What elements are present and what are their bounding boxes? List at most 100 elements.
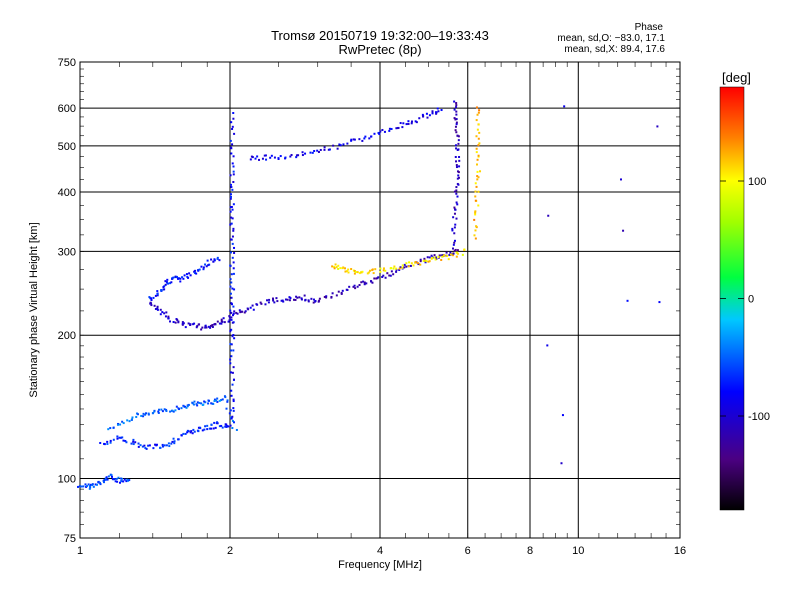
data-point bbox=[174, 275, 177, 278]
data-point bbox=[416, 262, 419, 265]
data-point bbox=[92, 485, 95, 488]
data-point bbox=[252, 308, 255, 311]
data-point bbox=[187, 322, 190, 325]
data-point bbox=[296, 296, 299, 299]
data-point bbox=[147, 444, 150, 447]
data-point bbox=[156, 290, 159, 293]
data-point bbox=[333, 265, 336, 268]
data-point bbox=[206, 424, 209, 427]
data-point bbox=[109, 439, 112, 442]
data-point bbox=[301, 151, 304, 154]
data-point bbox=[173, 440, 176, 443]
data-point bbox=[273, 301, 276, 304]
data-point bbox=[344, 267, 347, 270]
y-tick-label: 100 bbox=[58, 474, 76, 486]
data-point bbox=[286, 298, 289, 301]
data-point bbox=[410, 122, 413, 125]
data-point bbox=[192, 403, 195, 406]
data-point bbox=[368, 137, 371, 140]
x-tick-label: 8 bbox=[527, 545, 533, 557]
data-point bbox=[231, 383, 234, 386]
data-point bbox=[204, 263, 207, 266]
data-point bbox=[373, 132, 376, 135]
data-point bbox=[236, 312, 239, 315]
data-point bbox=[125, 480, 128, 483]
data-point bbox=[335, 294, 338, 297]
data-point bbox=[193, 322, 196, 325]
data-point bbox=[164, 315, 167, 318]
data-point bbox=[152, 412, 155, 415]
data-point bbox=[99, 441, 102, 444]
data-point bbox=[289, 155, 292, 158]
data-point bbox=[168, 445, 171, 448]
data-point bbox=[200, 265, 203, 268]
data-point bbox=[399, 266, 402, 269]
data-point bbox=[82, 485, 85, 488]
data-point bbox=[382, 274, 385, 277]
data-point bbox=[177, 277, 180, 280]
data-point bbox=[475, 185, 478, 188]
data-point bbox=[370, 135, 373, 138]
data-point bbox=[211, 402, 214, 405]
data-point bbox=[345, 288, 348, 291]
data-point bbox=[361, 270, 364, 273]
data-point bbox=[105, 476, 108, 479]
data-point bbox=[211, 326, 214, 329]
data-point bbox=[358, 272, 361, 275]
data-point bbox=[161, 410, 164, 413]
data-point bbox=[455, 255, 458, 258]
data-point bbox=[202, 266, 205, 269]
data-point bbox=[456, 252, 459, 255]
colorbar-tick-label: 100 bbox=[748, 176, 766, 188]
data-point bbox=[455, 166, 458, 169]
data-point bbox=[229, 193, 232, 196]
data-point bbox=[455, 104, 458, 107]
y-tick-label: 600 bbox=[58, 103, 76, 115]
data-point bbox=[183, 274, 186, 277]
data-point bbox=[232, 170, 235, 173]
data-point bbox=[412, 264, 415, 267]
data-point bbox=[232, 180, 235, 183]
data-point bbox=[216, 320, 219, 323]
x-axis-label: Frequency [MHz] bbox=[338, 559, 422, 571]
data-point bbox=[405, 123, 408, 126]
data-point bbox=[132, 440, 135, 443]
data-point bbox=[475, 151, 478, 154]
data-point bbox=[284, 298, 287, 301]
data-point bbox=[230, 316, 233, 319]
data-point bbox=[475, 106, 478, 109]
data-point bbox=[455, 147, 458, 150]
data-point bbox=[452, 243, 455, 246]
data-point bbox=[201, 326, 204, 329]
data-point bbox=[230, 186, 233, 189]
data-point bbox=[216, 256, 219, 259]
data-point bbox=[232, 229, 235, 232]
data-point bbox=[456, 177, 459, 180]
phase-stats-o: mean, sd,O: −83.0, 17.1 bbox=[557, 33, 665, 44]
data-point bbox=[428, 260, 431, 263]
data-point bbox=[221, 398, 224, 401]
data-point bbox=[232, 267, 235, 270]
data-point bbox=[373, 277, 376, 280]
colorbar-label: [deg] bbox=[722, 70, 751, 85]
data-point bbox=[232, 261, 235, 264]
data-point bbox=[292, 298, 295, 301]
data-point bbox=[233, 337, 236, 340]
data-point bbox=[230, 355, 233, 358]
data-point bbox=[182, 322, 185, 325]
data-point bbox=[196, 325, 199, 328]
data-point bbox=[186, 275, 189, 278]
data-point bbox=[166, 278, 169, 281]
data-point bbox=[84, 483, 87, 486]
x-tick-labels: 1 2 4 6 8 10 16 bbox=[77, 545, 686, 557]
plot-frame bbox=[79, 61, 681, 539]
data-point bbox=[336, 147, 339, 150]
y-tick-label: 200 bbox=[58, 330, 76, 342]
data-point bbox=[477, 176, 480, 179]
data-point bbox=[474, 199, 477, 202]
data-point bbox=[154, 443, 157, 446]
data-point bbox=[229, 197, 232, 200]
data-point bbox=[186, 429, 189, 432]
data-point bbox=[414, 261, 417, 264]
data-point bbox=[328, 148, 331, 151]
